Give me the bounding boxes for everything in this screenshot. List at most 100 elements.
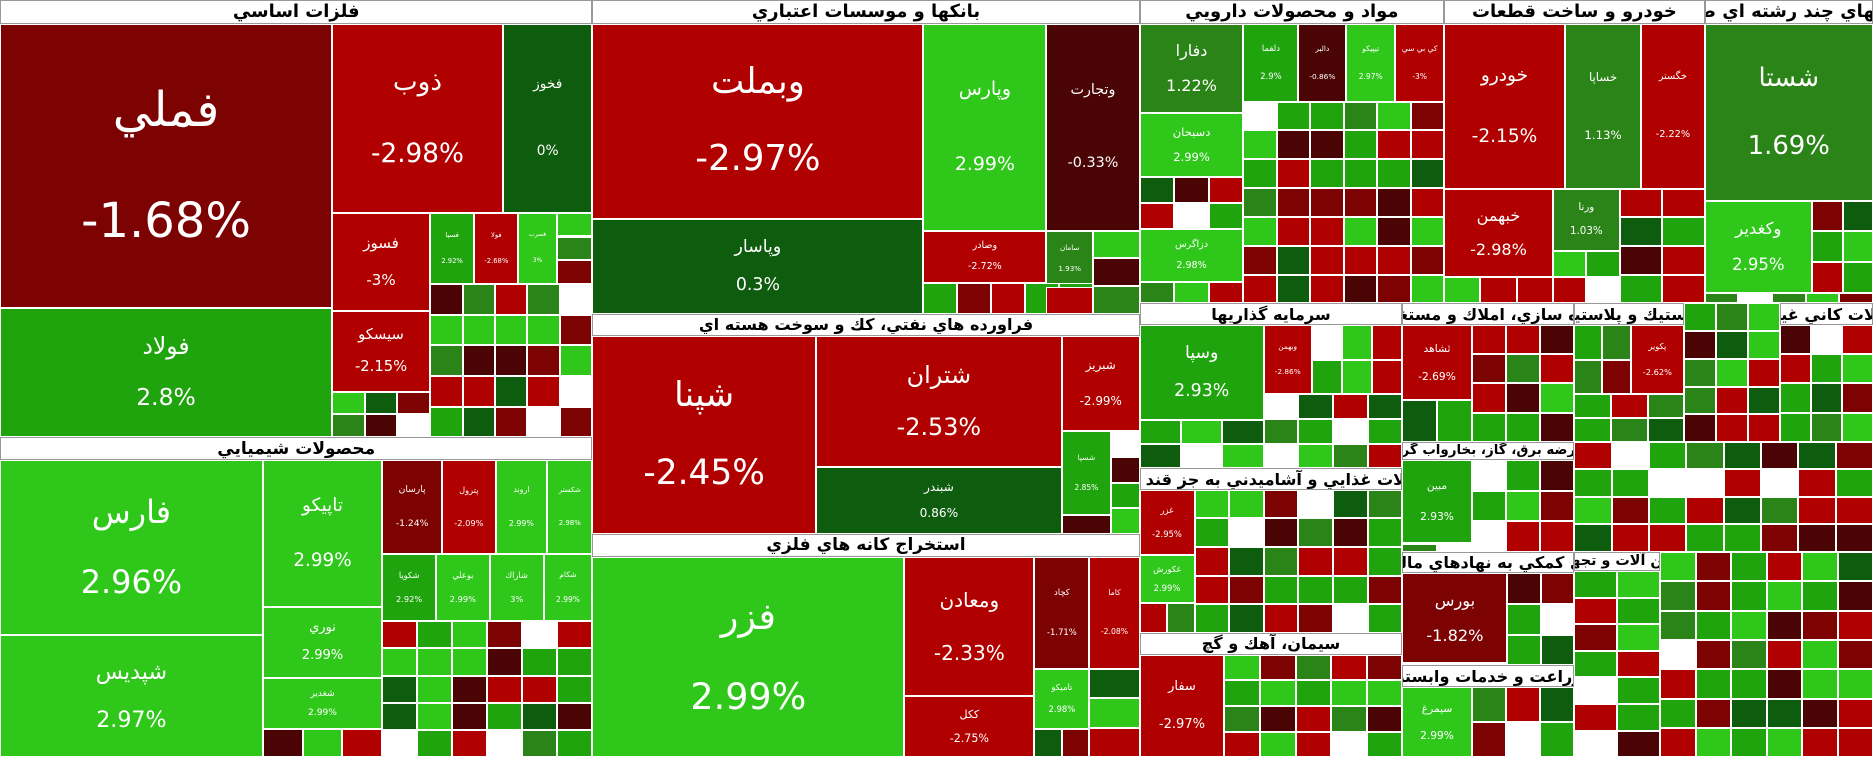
small-tile — [1761, 441, 1799, 470]
small-tile — [1731, 727, 1767, 757]
stock-change: -3% — [366, 271, 396, 290]
small-tile — [1647, 394, 1685, 419]
stock-change: -2.86% — [1274, 367, 1301, 377]
small-tile — [1766, 610, 1803, 640]
small-tile — [1810, 354, 1842, 384]
small-tile — [1377, 274, 1411, 304]
small-tile — [1343, 188, 1378, 217]
stock-change: -3% — [1412, 71, 1427, 81]
stock-change: 1.69% — [1747, 130, 1830, 161]
small-tile — [1092, 258, 1140, 287]
small-tile — [559, 376, 593, 407]
small-tile — [1367, 443, 1403, 469]
small-tile — [1695, 581, 1732, 611]
small-tile — [1194, 518, 1230, 548]
small-tile — [1761, 524, 1799, 552]
small-tile — [1229, 518, 1264, 548]
stock-change: -2.75% — [949, 731, 989, 745]
small-tile — [1660, 669, 1696, 699]
small-tile — [1263, 575, 1299, 605]
small-tile — [342, 728, 383, 757]
small-tile — [1310, 130, 1344, 160]
stock-name: وبملت — [710, 61, 805, 103]
stock-name: خودرو — [1480, 64, 1529, 86]
small-tile — [1263, 547, 1299, 576]
small-tile — [1507, 604, 1541, 635]
small-tile — [1333, 547, 1368, 576]
stock-name: وپارس — [958, 78, 1012, 101]
small-tile — [417, 702, 453, 731]
small-tile — [1505, 459, 1541, 491]
small-tile — [1366, 680, 1403, 706]
small-tile — [1574, 597, 1618, 625]
stock-change: -2.98% — [1470, 240, 1527, 260]
small-tile — [1731, 669, 1767, 699]
small-tile — [487, 702, 523, 731]
sector-title: محصولات غذايي و آشاميدني به جز قند و شكر — [1139, 468, 1403, 490]
stock-name: فملي — [112, 81, 220, 138]
stock-tile: فسوز -3% — [332, 212, 430, 311]
small-tile — [557, 621, 593, 649]
stock-name: شبندر — [923, 479, 954, 494]
small-tile — [1695, 698, 1732, 728]
stock-change: 0% — [536, 143, 559, 160]
stock-tile: دزاگرس 2.98% — [1139, 229, 1244, 282]
small-tile — [1574, 730, 1618, 757]
stock-tile: فسرب 3% — [518, 212, 557, 285]
small-tile — [1602, 324, 1631, 360]
stock-name: دسبحان — [1172, 125, 1211, 140]
small-tile — [262, 728, 303, 757]
stock-tile: سامان 1.93% — [1046, 230, 1093, 287]
sector-title: سيمان، آهك و گچ — [1139, 633, 1403, 655]
small-tile — [1139, 444, 1181, 469]
small-tile — [1660, 551, 1696, 582]
stock-change: 2.99% — [508, 518, 534, 528]
stock-name: وپاسار — [734, 237, 782, 258]
small-tile — [1660, 581, 1696, 611]
small-tile — [1139, 203, 1175, 230]
stock-tile: وپارس 2.99% — [923, 23, 1047, 231]
sector-title: مواد و محصولات دارويي — [1139, 0, 1445, 24]
small-tile — [1586, 277, 1620, 304]
stock-name: وكغدير — [1735, 218, 1782, 238]
stock-change: 1.93% — [1058, 264, 1082, 273]
small-tile — [1208, 203, 1244, 230]
small-tile — [1311, 359, 1342, 395]
small-tile — [1310, 101, 1344, 131]
stock-change: -0.33% — [1067, 155, 1119, 172]
stock-tile: ثشاهد -2.69% — [1402, 324, 1472, 401]
stock-name: غزر — [1160, 504, 1174, 515]
stock-name: دفارا — [1175, 41, 1208, 61]
small-tile — [1704, 292, 1739, 304]
stock-name: شپنا — [674, 374, 735, 415]
stock-change: -2.53% — [896, 413, 982, 442]
stock-name: نوري — [309, 620, 336, 636]
stock-tile: تاپيكو 2.99% — [262, 459, 383, 607]
small-tile — [1540, 490, 1575, 522]
small-tile — [1574, 394, 1611, 419]
small-tile — [1505, 521, 1541, 552]
small-tile — [1505, 324, 1541, 355]
stock-name: ككل — [959, 707, 980, 721]
small-tile — [1402, 662, 1438, 666]
stock-name: فولاد — [142, 332, 190, 361]
small-tile — [559, 314, 593, 346]
small-tile — [1110, 482, 1140, 509]
small-tile — [1540, 686, 1575, 723]
sector-title: محصولات شيميايي — [0, 437, 593, 460]
small-tile — [923, 283, 958, 315]
small-tile — [1660, 698, 1696, 728]
small-tile — [1174, 176, 1209, 204]
small-tile — [1812, 200, 1843, 232]
small-tile — [1810, 324, 1842, 355]
stock-tile: ذوب -2.98% — [332, 23, 503, 213]
small-tile — [1263, 443, 1299, 469]
stock-name: شتران — [906, 361, 972, 390]
small-tile — [1229, 547, 1264, 576]
stock-tile: شسپا 2.85% — [1061, 431, 1111, 515]
small-tile — [1505, 490, 1541, 522]
small-tile — [1574, 418, 1611, 442]
small-tile — [1110, 456, 1140, 483]
small-tile — [1574, 704, 1618, 731]
small-tile — [1174, 203, 1209, 230]
